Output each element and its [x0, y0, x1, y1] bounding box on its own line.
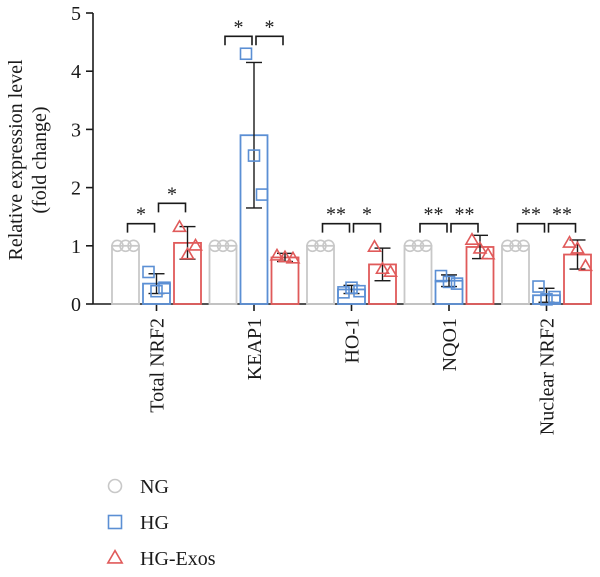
data-point-ng	[216, 239, 230, 253]
data-point-ng	[208, 239, 222, 253]
significance-label: **	[455, 204, 475, 226]
data-point-hg-exos	[464, 232, 480, 245]
x-tick-label: KEAP1	[244, 318, 266, 380]
significance-label: **	[326, 204, 346, 226]
data-point-hg-exos	[172, 219, 187, 233]
y-tick-label: 0	[71, 294, 81, 316]
data-point-ng	[322, 239, 335, 253]
legend-label-hg-exos: HG-Exos	[140, 548, 216, 570]
data-point-ng	[127, 239, 140, 253]
data-point-ng	[501, 239, 514, 253]
x-tick-label: NQO1	[439, 318, 461, 371]
y-tick-label: 1	[71, 236, 81, 258]
data-point-ng	[306, 239, 319, 253]
data-point-ng	[403, 239, 417, 253]
data-point-hg-exos	[188, 237, 203, 251]
data-point-hg	[247, 149, 261, 162]
data-point-ng	[411, 239, 425, 253]
data-point-hg-exos	[180, 246, 195, 260]
data-point-hg-exos	[269, 247, 285, 261]
data-point-ng	[224, 239, 238, 253]
legend-marker-hg-exos	[106, 548, 124, 564]
significance-label: *	[136, 204, 146, 226]
data-point-hg	[158, 281, 171, 295]
y-axis-title-line2: (fold change)	[29, 106, 51, 213]
legend: NG HG HG-Exos	[106, 476, 216, 570]
data-point-hg-exos	[472, 240, 488, 254]
data-point-ng	[314, 239, 327, 253]
significance-bracket	[157, 202, 187, 213]
significance-label: *	[234, 16, 244, 38]
y-tick-label: 5	[71, 3, 81, 25]
significance-bracket	[255, 35, 284, 46]
bar-ng	[403, 244, 433, 305]
bar-ng	[306, 244, 335, 305]
data-point-hg	[337, 286, 350, 299]
significance-label: *	[362, 204, 372, 226]
significance-label: *	[167, 183, 177, 205]
significance-bracket	[547, 222, 577, 233]
bar-ng	[501, 244, 530, 305]
legend-marker-hg	[107, 514, 123, 530]
y-tick-label: 2	[71, 178, 81, 200]
data-point-hg-exos	[367, 239, 382, 252]
legend-marker-ng	[107, 478, 123, 494]
data-point-hg	[255, 188, 269, 201]
data-point-hg-exos	[578, 258, 593, 272]
data-point-hg	[450, 277, 464, 290]
data-point-hg-exos	[570, 240, 585, 254]
data-point-hg-exos	[285, 250, 301, 264]
data-point-hg	[548, 290, 561, 304]
data-point-ng	[119, 239, 132, 253]
plot-area: 0 1 2 3 4 5 Total NRF2 KEAP1 HO-1 NQO1 Nuclear NRF…	[71, 3, 593, 435]
data-point-hg-exos	[277, 249, 293, 263]
data-point-hg	[540, 293, 553, 306]
significance-bracket	[516, 222, 546, 233]
significance-bracket	[352, 222, 382, 233]
data-point-ng	[509, 239, 522, 253]
data-point-hg-exos	[480, 246, 496, 260]
data-point-ng	[419, 239, 433, 253]
bar-hg-exos	[270, 256, 300, 305]
significance-bracket	[450, 222, 479, 233]
legend-label-ng: NG	[140, 476, 169, 498]
bar-ng	[208, 244, 238, 305]
bar-ng	[111, 244, 140, 305]
data-point-ng	[111, 239, 124, 253]
data-point-hg-exos	[383, 264, 398, 277]
y-axis-title: Relative expression level (fold change)	[5, 59, 51, 260]
data-point-hg	[353, 284, 366, 298]
data-point-hg-exos	[375, 261, 390, 275]
significance-bracket	[126, 222, 156, 233]
x-tick-label: Total NRF2	[147, 318, 169, 413]
data-point-ng	[517, 239, 530, 253]
data-point-hg	[532, 280, 545, 293]
legend-label-hg: HG	[140, 512, 169, 534]
significance-label: **	[552, 204, 572, 226]
y-tick-label: 4	[71, 61, 81, 83]
y-axis-title-line1: Relative expression level	[5, 59, 27, 260]
significance-label: **	[424, 204, 444, 226]
data-point-hg	[142, 265, 155, 279]
significance-bracket	[419, 222, 448, 233]
data-point-hg-exos	[562, 235, 577, 248]
x-tick-label: Nuclear NRF2	[537, 318, 559, 435]
y-tick-label: 3	[71, 119, 81, 141]
data-point-hg	[239, 47, 253, 61]
x-tick-label: HO-1	[342, 318, 364, 364]
data-point-hg	[345, 281, 358, 295]
significance-label: *	[265, 16, 275, 38]
data-point-hg	[442, 275, 456, 289]
data-point-hg	[150, 284, 163, 298]
significance-label: **	[521, 204, 541, 226]
significance-bracket	[321, 222, 351, 233]
significance-bracket	[224, 35, 253, 46]
